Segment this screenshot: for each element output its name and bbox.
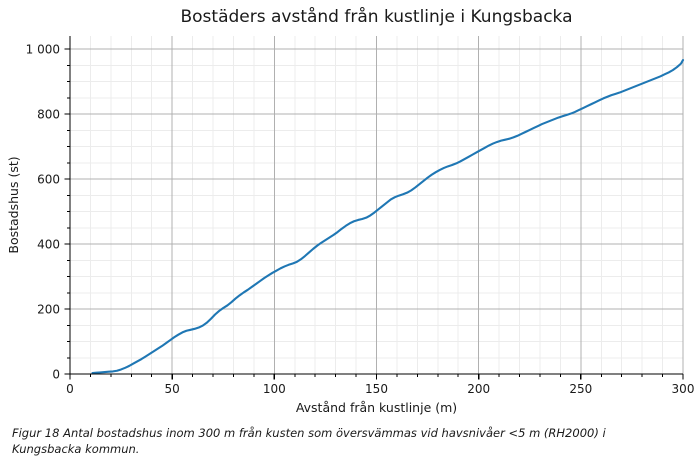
- y-tick-label: 800: [37, 108, 60, 122]
- data-series-line: [91, 59, 685, 375]
- x-axis-label: Avstånd från kustlinje (m): [296, 400, 457, 415]
- y-tick-labels: 0 200 400 600 800 1 000: [26, 43, 60, 382]
- x-tick-label: 300: [672, 382, 695, 396]
- y-tick-label: 1 000: [26, 43, 60, 57]
- x-tick-label: 0: [66, 382, 74, 396]
- x-tick-label: 50: [165, 382, 180, 396]
- x-tick-label: 250: [569, 382, 592, 396]
- y-tick-label: 600: [37, 173, 60, 187]
- figure-caption: Figur 18 Antal bostadshus inom 300 m frå…: [12, 426, 606, 456]
- chart-title: Bostäders avstånd från kustlinje i Kungs…: [180, 6, 572, 27]
- chart-figure: 0 50 100 150 200 250 300 0 200 400 600 800 1 000 Bo…: [6, 6, 695, 415]
- y-tick-label: 400: [37, 238, 60, 252]
- y-tick-label: 200: [37, 303, 60, 317]
- line-chart: 0 50 100 150 200 250 300 0 200 400 600 800 1 000 Bo…: [6, 6, 695, 415]
- x-tick-label: 150: [365, 382, 388, 396]
- axis-ticks: [64, 48, 684, 380]
- x-tick-label: 100: [263, 382, 286, 396]
- y-tick-label: 0: [52, 368, 60, 382]
- y-axis-label: Bostadshus (st): [6, 156, 21, 253]
- x-tick-labels: 0 50 100 150 200 250 300: [66, 382, 694, 396]
- x-tick-label: 200: [467, 382, 490, 396]
